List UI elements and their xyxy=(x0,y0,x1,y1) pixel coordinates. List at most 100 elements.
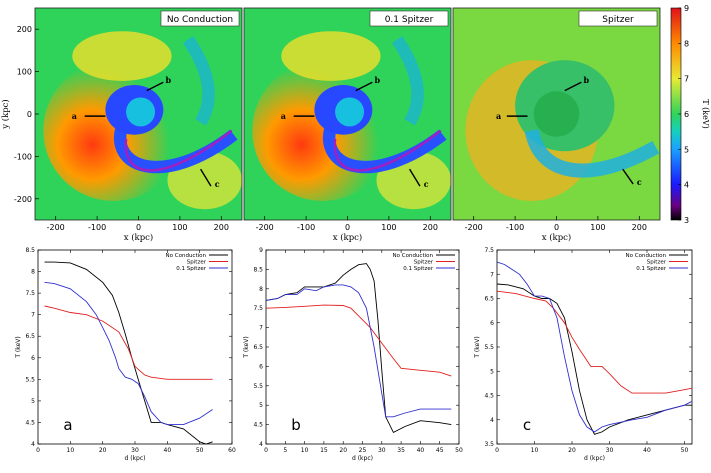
x-tick-label: 0 xyxy=(264,447,268,454)
x-tick-label: 100 xyxy=(590,223,605,232)
map-title: No Conduction xyxy=(167,15,233,25)
x-tick-label: 40 xyxy=(164,447,172,454)
series-line xyxy=(496,261,693,433)
x-tick-label: 0 xyxy=(554,223,559,232)
x-tick-label: 35 xyxy=(397,447,405,454)
colorbar: 3 4 5 6 7 8 9 T (keV) xyxy=(670,4,710,225)
cut-line xyxy=(409,168,421,187)
x-tick-label: 100 xyxy=(172,223,187,232)
cut-line xyxy=(622,168,634,185)
map-field xyxy=(453,8,660,220)
series-line xyxy=(44,261,213,445)
x-tick-label: 200 xyxy=(632,223,647,232)
x-axis-label: x (kpc) xyxy=(333,232,362,243)
x-tick-label: 10 xyxy=(531,447,539,454)
y-tick-label: 3.5 xyxy=(484,441,494,448)
x-tick-label: 25 xyxy=(359,447,367,454)
x-axis-label: d (kpc) xyxy=(125,455,146,462)
x-tick-label: 30 xyxy=(606,447,614,454)
series-line xyxy=(265,263,452,434)
series-line xyxy=(44,281,213,426)
x-tick-label: 50 xyxy=(455,447,463,454)
cut-line xyxy=(564,81,582,92)
x-tick-label: 20 xyxy=(99,447,107,454)
plot-frame xyxy=(37,249,233,445)
series-line xyxy=(265,304,452,377)
x-tick-label: -100 xyxy=(88,223,106,232)
legend-label: 0.1 Spitzer xyxy=(176,266,206,272)
cut-line xyxy=(200,168,212,187)
hot-region xyxy=(43,60,185,201)
y-tick-label: 8 xyxy=(259,286,263,293)
plot-frame xyxy=(265,249,460,445)
x-tick-label: -200 xyxy=(256,223,274,232)
x-tick-label: 10 xyxy=(301,447,309,454)
y-tick-label: 7 xyxy=(259,325,263,332)
core-center xyxy=(335,97,365,127)
x-tick-label: 5 xyxy=(283,447,287,454)
cut-label: c xyxy=(637,177,642,187)
map-panel: No Conduction a b c -200 -100 0 100 200 x (kpc) 20… xyxy=(0,7,243,243)
x-tick-label: 40 xyxy=(417,447,425,454)
y-tick-label: 6.5 xyxy=(484,296,494,303)
y-tick-label: 7.5 xyxy=(253,305,263,312)
cut-label: c xyxy=(424,179,429,189)
y-tick-label: 4 xyxy=(490,417,494,424)
cold-front-edge xyxy=(333,129,442,172)
legend-label: Spitzer xyxy=(414,260,434,266)
series-line xyxy=(44,305,213,380)
x-tick-label: 20 xyxy=(339,447,347,454)
legend-label: No Conduction xyxy=(166,253,207,259)
y-tick-label: 7.5 xyxy=(484,247,494,254)
map-panel: 0.1 Spitzer a b c -200 -100 0 100 200 x (kpc) xyxy=(243,7,452,243)
cut-label: c xyxy=(215,179,220,189)
x-axis-label: d (kpc) xyxy=(584,455,605,462)
map-field xyxy=(244,8,451,220)
cold-front-edge xyxy=(124,129,233,172)
cut-label: b xyxy=(584,75,590,85)
hot-region xyxy=(252,60,394,201)
x-tick-label: 100 xyxy=(381,223,396,232)
x-tick-label: -100 xyxy=(506,223,524,232)
x-tick-label: 45 xyxy=(436,447,444,454)
x-tick-label: 50 xyxy=(681,447,689,454)
x-tick-label: 15 xyxy=(320,447,328,454)
cut-label: a xyxy=(281,111,286,121)
colorbar-tick-label: 5 xyxy=(684,145,689,154)
x-tick-label: 200 xyxy=(214,223,229,232)
y-tick-label: -200 xyxy=(14,195,32,204)
y-tick-label: 6.5 xyxy=(253,344,263,351)
x-tick-label: -200 xyxy=(465,223,483,232)
map-title-box xyxy=(578,10,658,27)
cut-line xyxy=(355,81,373,92)
y-tick-label: 200 xyxy=(17,25,32,34)
profile-plot-a: 0 10 20 30 40 50 60 4 4.5 5 5.5 6 6.5 7 7.5 8 8.5 d (kpc)… xyxy=(15,247,236,462)
core-center xyxy=(126,97,156,127)
legend-label: Spitzer xyxy=(647,260,667,266)
y-tick-label: 5.5 xyxy=(484,344,494,351)
y-tick-label: 8.5 xyxy=(25,247,35,254)
x-tick-label: 10 xyxy=(67,447,75,454)
y-tick-label: 100 xyxy=(17,68,32,77)
colorbar-tick-label: 3 xyxy=(684,216,689,225)
panel-label: b xyxy=(291,416,301,434)
panel-label: a xyxy=(63,416,72,434)
x-tick-label: 0 xyxy=(345,223,350,232)
series-line xyxy=(496,290,693,394)
y-tick-label: 5.5 xyxy=(25,376,35,383)
plot-frame xyxy=(496,249,693,445)
profile-plot-c: 0 10 20 30 40 50 3.5 4 4.5 5 5.5 6 6.5 7 7.5 d (kpc) T (… xyxy=(474,247,693,462)
y-tick-label: 4.5 xyxy=(484,393,494,400)
x-tick-label: 30 xyxy=(131,447,139,454)
y-tick-label: 8.5 xyxy=(253,266,263,273)
y-axis-label: T (keV) xyxy=(15,336,22,358)
cold-front-arm xyxy=(323,124,447,174)
cut-line xyxy=(146,81,164,92)
colorbar-tick-label: 6 xyxy=(684,110,689,119)
y-tick-label: 9 xyxy=(259,247,263,254)
x-tick-label: -200 xyxy=(47,223,65,232)
colorbar-tick-label: 7 xyxy=(684,75,689,84)
y-tick-label: 7 xyxy=(31,312,35,319)
legend-label: 0.1 Spitzer xyxy=(636,266,666,272)
x-tick-label: 50 xyxy=(196,447,204,454)
